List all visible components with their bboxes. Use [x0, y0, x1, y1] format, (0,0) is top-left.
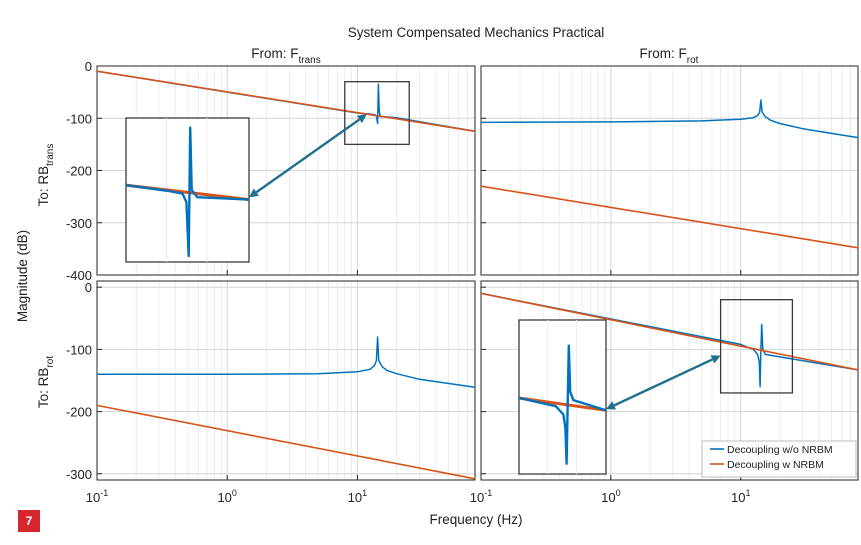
y-tick-label: -100 [66, 111, 92, 126]
y-axis-label: Magnitude (dB) [15, 230, 30, 322]
panel-1-1-zoom-arrow [613, 358, 713, 407]
panel-0-0-inset-without-nrbm-line [125, 126, 250, 258]
column-header-subscript: trans [299, 55, 321, 66]
y-tick-label: -300 [66, 216, 92, 231]
y-tick-label: 0 [85, 280, 92, 295]
series-layer [96, 70, 859, 480]
figure-number-badge: 7 [18, 510, 40, 532]
y-tick-label: -200 [66, 405, 92, 420]
x-tick-label: 101 [731, 488, 750, 505]
x-tick-label-base: 10 [86, 490, 100, 505]
x-axis-label: Frequency (Hz) [429, 512, 522, 527]
x-tick-label-base: 10 [601, 490, 615, 505]
panel-1-0-series-without-nrbm-line [97, 336, 476, 389]
x-tick-label-exponent: 0 [232, 488, 237, 498]
column-header-subscript: rot [687, 55, 699, 66]
x-tick-label-exponent: 1 [362, 488, 367, 498]
axes-layer [96, 65, 859, 481]
x-tick-label-exponent: -1 [484, 488, 492, 498]
x-tick-label-base: 10 [348, 490, 362, 505]
panel-1-1-series-with-nrbm-line [480, 292, 859, 371]
panel-0-1-series-with-nrbm-line [480, 185, 859, 249]
panel-0-0-zoom-source-box [344, 81, 410, 146]
panel-0-1-series-without-nrbm-line [480, 99, 859, 139]
column-header: From: Ftrans [251, 46, 320, 66]
y-tick-label: 0 [85, 59, 92, 74]
panel-0-0-series-with-nrbm-line [96, 70, 476, 133]
arrow-head [356, 114, 367, 124]
chart-title: System Compensated Mechanics Practical [348, 25, 605, 40]
panel-1-1-frame [480, 280, 859, 481]
panel-1-1-inset-without-nrbm-line [518, 344, 607, 465]
x-tick-label-base: 10 [217, 490, 231, 505]
arrow-head [606, 401, 617, 410]
x-tick-label-exponent: -1 [100, 488, 108, 498]
arrow-head [710, 355, 721, 364]
x-tick-label: 100 [601, 488, 620, 505]
column-header: From: Frot [640, 46, 699, 66]
column-header-prefix: From: F [251, 46, 298, 61]
y-tick-label: -200 [66, 164, 92, 179]
x-tick-label: 10-1 [470, 488, 492, 505]
x-tick-label-exponent: 1 [745, 488, 750, 498]
row-label-subscript: trans [45, 144, 56, 166]
panel-1-1-inset-box [518, 319, 607, 475]
row-label-prefix: To: RB [36, 166, 51, 207]
panel-1-0-series-with-nrbm-line [96, 404, 476, 480]
y-tick-label: -400 [66, 268, 92, 283]
column-header-prefix: From: F [640, 46, 687, 61]
x-tick-label-base: 10 [731, 490, 745, 505]
row-label: To: RBtrans [36, 144, 56, 207]
x-tick-label: 100 [217, 488, 236, 505]
y-tick-label: -100 [66, 342, 92, 357]
panel-1-1-zoom-source-box [719, 299, 794, 394]
panel-1-0-frame [96, 280, 476, 481]
legend-label: Decoupling w/o NRBM [727, 444, 833, 456]
y-tick-label: -300 [66, 467, 92, 482]
x-tick-label: 10-1 [86, 488, 108, 505]
legend-label: Decoupling w NRBM [727, 459, 824, 471]
x-tick-label-exponent: 0 [616, 488, 621, 498]
legend-box [701, 440, 857, 478]
arrow-head [249, 188, 259, 198]
row-label-subscript: rot [45, 356, 56, 368]
x-tick-label: 101 [348, 488, 367, 505]
annotation-layer [125, 81, 857, 478]
panel-0-0-zoom-arrow [255, 118, 361, 194]
x-tick-label-base: 10 [470, 490, 484, 505]
row-label-prefix: To: RB [36, 368, 51, 409]
row-label: To: RBrot [36, 356, 56, 408]
